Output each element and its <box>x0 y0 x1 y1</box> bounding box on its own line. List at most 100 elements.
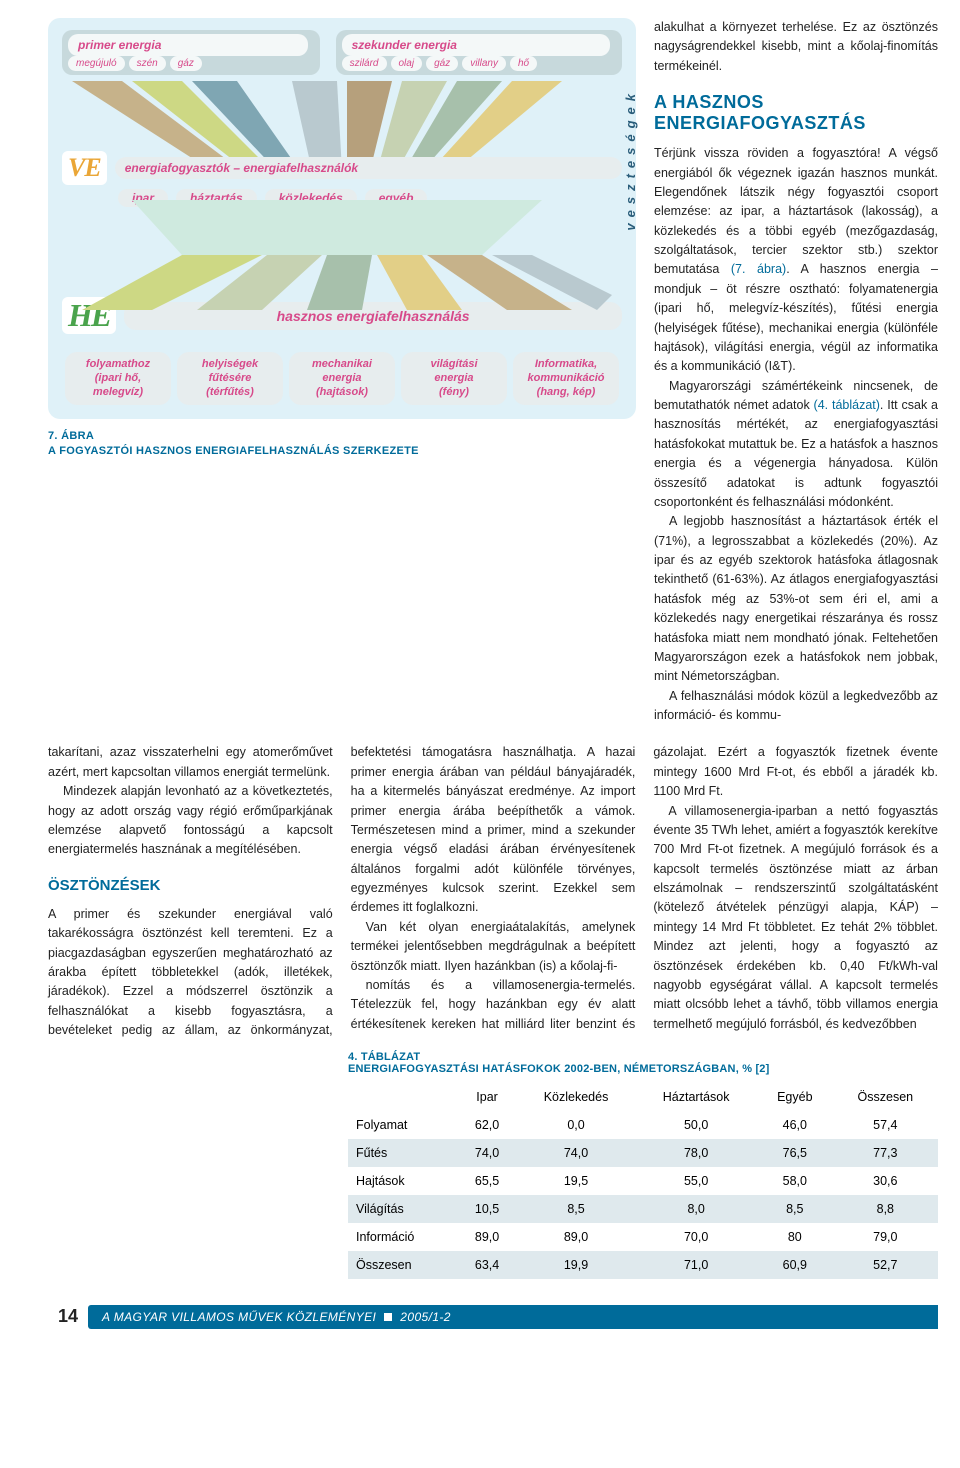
usage-sub: (hajtások) <box>293 386 391 400</box>
table-cell: Fűtés <box>348 1139 457 1167</box>
table-row: Információ89,089,070,08079,0 <box>348 1223 938 1251</box>
row2-title: energiafogyasztók – energiafelhasználók <box>125 161 358 175</box>
table-cell: 76,5 <box>757 1139 833 1167</box>
sankey-shapes <box>62 81 622 161</box>
szekunder-energia-label: szekunder energia <box>342 34 610 56</box>
aside-para: A felhasználási módok közül a legkedvező… <box>654 687 938 726</box>
table-cell: 8,8 <box>833 1195 938 1223</box>
table-cell: 46,0 <box>757 1111 833 1139</box>
body-columns: takarítani, azaz visszaterhelni egy atom… <box>48 743 938 1040</box>
table-cell: 71,0 <box>635 1251 757 1279</box>
aside-column: alakulhat a környezet terhelése. Ez az ö… <box>654 18 938 725</box>
table-cell: 70,0 <box>635 1223 757 1251</box>
table-row: Világítás10,58,58,08,58,8 <box>348 1195 938 1223</box>
table-cell: 65,5 <box>457 1167 516 1195</box>
szek-sub: szilárd <box>342 56 387 71</box>
usage-sub: (ipari hő,melegvíz) <box>69 372 167 400</box>
table-number: 4. TÁBLÁZAT <box>348 1051 420 1063</box>
szek-sub: olaj <box>391 56 423 71</box>
subsection-heading: ÖSZTÖNZÉSEK <box>48 874 333 897</box>
figure-caption-text: A FOGYASZTÓI HASZNOS ENERGIAFELHASZNÁLÁS… <box>48 445 419 457</box>
table-cell: 52,7 <box>833 1251 938 1279</box>
usage-title: helyiségekfűtésére <box>181 358 279 386</box>
table-cell: Összesen <box>348 1251 457 1279</box>
ve-badge: VE <box>62 151 107 185</box>
primer-energia-label: primer energia <box>68 34 308 56</box>
table-cell: 0,0 <box>517 1111 636 1139</box>
body-para: A villamosenergia-iparban a nettó fogyas… <box>653 802 938 1035</box>
table-cell: 79,0 <box>833 1223 938 1251</box>
table-cell: 19,5 <box>517 1167 636 1195</box>
table-cell: 78,0 <box>635 1139 757 1167</box>
szek-sub: hő <box>510 56 537 71</box>
table-cell: 19,9 <box>517 1251 636 1279</box>
usage-title: Informatika,kommunikáció <box>517 358 615 386</box>
table-cell: 63,4 <box>457 1251 516 1279</box>
table-cell: 10,5 <box>457 1195 516 1223</box>
sankey-fanout <box>62 200 622 315</box>
issue: 2005/1-2 <box>400 1310 451 1324</box>
table-cell: Információ <box>348 1223 457 1251</box>
journal-name: A MAGYAR VILLAMOS MŰVEK KÖZLEMÉNYEI <box>102 1310 376 1324</box>
table-cell: 60,9 <box>757 1251 833 1279</box>
table-cell: 57,4 <box>833 1111 938 1139</box>
table-col-header: Ipar <box>457 1083 516 1111</box>
table-cell: 8,5 <box>517 1195 636 1223</box>
table-4: 4. TÁBLÁZAT ENERGIAFOGYASZTÁSI HATÁSFOKO… <box>348 1051 938 1279</box>
table-col-header: Összesen <box>833 1083 938 1111</box>
table-col-header: Egyéb <box>757 1083 833 1111</box>
separator-icon <box>384 1313 392 1321</box>
table-cell: 55,0 <box>635 1167 757 1195</box>
table-cell: 62,0 <box>457 1111 516 1139</box>
page-footer: 14 A MAGYAR VILLAMOS MŰVEK KÖZLEMÉNYEI 2… <box>48 1305 938 1329</box>
table-row: Folyamat62,00,050,046,057,4 <box>348 1111 938 1139</box>
table-cell: Folyamat <box>348 1111 457 1139</box>
table-row: Összesen63,419,971,060,952,7 <box>348 1251 938 1279</box>
table-cell: 8,5 <box>757 1195 833 1223</box>
table-cell: 74,0 <box>517 1139 636 1167</box>
szek-sub: villany <box>462 56 506 71</box>
usage-sub: (hang, kép) <box>517 386 615 400</box>
veszteseg-label: veszteségek <box>623 88 638 231</box>
page-number: 14 <box>48 1306 88 1327</box>
table-cell: 89,0 <box>457 1223 516 1251</box>
figure-7-caption: 7. ÁBRA A FOGYASZTÓI HASZNOS ENERGIAFELH… <box>48 429 636 459</box>
aside-para: Térjünk vissza röviden a fogyasztóra! A … <box>654 144 938 377</box>
table-col-header: Háztartások <box>635 1083 757 1111</box>
primer-sub: szén <box>129 56 166 71</box>
table-cell: 77,3 <box>833 1139 938 1167</box>
section-heading: A HASZNOS ENERGIAFOGYASZTÁS <box>654 92 938 134</box>
table-cell: 74,0 <box>457 1139 516 1167</box>
usage-title: folyamathoz <box>69 358 167 372</box>
table-row: Fűtés74,074,078,076,577,3 <box>348 1139 938 1167</box>
table-cell: 50,0 <box>635 1111 757 1139</box>
table-cell: Hajtások <box>348 1167 457 1195</box>
body-para: takarítani, azaz visszaterhelni egy atom… <box>48 743 333 782</box>
table-col-header: Közlekedés <box>517 1083 636 1111</box>
efficiency-table: IparKözlekedésHáztartásokEgyébÖsszesen F… <box>348 1083 938 1279</box>
aside-para: alakulhat a környezet terhelése. Ez az ö… <box>654 18 938 76</box>
table-cell: 8,0 <box>635 1195 757 1223</box>
figure-7-diagram: primer energia megújuló szén gáz szekund… <box>48 18 636 419</box>
table-cell: 80 <box>757 1223 833 1251</box>
body-para: Van két olyan energiaátalakítás, amelyne… <box>351 918 636 976</box>
table-row: Hajtások65,519,555,058,030,6 <box>348 1167 938 1195</box>
body-para: Mindezek alapján levonható az a következ… <box>48 782 333 860</box>
usage-title: mechanikaienergia <box>293 358 391 386</box>
usage-sub: (térfűtés) <box>181 386 279 400</box>
szek-sub: gáz <box>426 56 458 71</box>
table-col-header <box>348 1083 457 1111</box>
aside-para: A legjobb hasznosítást a háztartások ért… <box>654 512 938 686</box>
table-cell: 58,0 <box>757 1167 833 1195</box>
usage-title: világításienergia <box>405 358 503 386</box>
five-usage-columns: folyamathoz(ipari hő,melegvíz) helyisége… <box>62 352 622 405</box>
primer-sub: megújuló <box>68 56 125 71</box>
table-cell: 30,6 <box>833 1167 938 1195</box>
aside-para: Magyarországi számértékeink nincsenek, d… <box>654 377 938 513</box>
primer-sub: gáz <box>170 56 202 71</box>
usage-sub: (fény) <box>405 386 503 400</box>
table-caption-text: ENERGIAFOGYASZTÁSI HATÁSFOKOK 2002-BEN, … <box>348 1063 770 1075</box>
fogyasztok-row: energiafogyasztók – energiafelhasználók <box>115 157 622 179</box>
figure-number: 7. ÁBRA <box>48 430 94 442</box>
table-cell: Világítás <box>348 1195 457 1223</box>
